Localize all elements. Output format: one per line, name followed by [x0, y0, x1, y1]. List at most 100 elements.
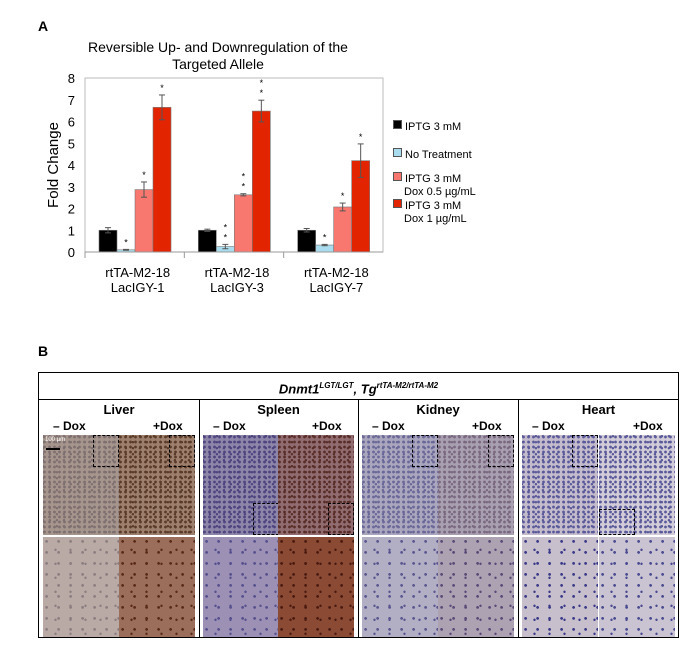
- genotype-header: Dnmt1LGT/LGT, TgrtTA-M2/rtTA-M2: [39, 373, 678, 400]
- y-axis-label: Fold Change: [45, 122, 62, 208]
- inset-box: [412, 435, 438, 467]
- y-tick-label: 6: [68, 115, 75, 130]
- x-tick-label: LacIGY-3: [210, 280, 264, 295]
- legend-entry: IPTG 3 mM Dox 0.5 µg/mL: [393, 172, 476, 199]
- bar: [134, 189, 154, 253]
- tissue-column-heart: Heart – Dox +Dox: [518, 399, 679, 637]
- zoomed-micrograph-spleen-minus-dox: [203, 537, 279, 637]
- plus-dox-label: +Dox: [153, 419, 183, 433]
- legend-entry: IPTG 3 mM Dox 1 µg/mL: [393, 199, 467, 226]
- tissue-name: Heart: [581, 402, 616, 417]
- legend-swatch: [393, 148, 402, 157]
- legend-label: IPTG 3 mM: [405, 200, 462, 212]
- legend-label: No Treatment: [405, 149, 472, 161]
- legend-label: Dox 1 µg/mL: [404, 213, 467, 225]
- legend-entry: No Treatment: [393, 148, 472, 162]
- legend-label: Dox 0.5 µg/mL: [404, 186, 476, 198]
- chart-title: Targeted Allele: [172, 56, 264, 72]
- y-tick-label: 7: [68, 93, 75, 108]
- x-tick-label: rtTA-M2-18: [105, 265, 170, 280]
- zoomed-micrograph-heart-plus-dox: [599, 537, 675, 637]
- minus-dox-label: – Dox: [213, 419, 246, 433]
- inset-box: [572, 435, 598, 467]
- tissue-name: Spleen: [257, 402, 300, 417]
- zoomed-micrograph-liver-plus-dox: [119, 537, 195, 637]
- inset-box: [253, 503, 279, 535]
- significance-star: *: [224, 232, 228, 242]
- micrograph-kidney-minus-dox: [362, 435, 438, 535]
- zoomed-micrograph-liver-minus-dox: [43, 537, 119, 637]
- zoomed-micrograph-kidney-plus-dox: [438, 537, 514, 637]
- bar: [152, 107, 172, 253]
- micrograph-spleen-plus-dox: [278, 435, 354, 535]
- significance-star: *: [341, 191, 345, 201]
- x-tick-label: LacIGY-1: [111, 280, 165, 295]
- scale-bar-label: 100 µm: [45, 437, 66, 443]
- zoomed-micrograph-spleen-plus-dox: [278, 537, 354, 637]
- inset-box: [599, 509, 635, 535]
- significance-star: *: [323, 232, 327, 242]
- significance-star: *: [260, 88, 264, 98]
- bar: [333, 206, 352, 253]
- transgene-allele: rtTA-M2/rtTA-M2: [376, 381, 439, 390]
- micrograph-heart-minus-dox: [522, 435, 598, 535]
- significance-star: *: [224, 222, 228, 232]
- inset-box: [328, 503, 354, 535]
- inset-box: [93, 435, 119, 467]
- micrograph-liver-minus-dox: 100 µm: [43, 435, 119, 535]
- minus-dox-label: – Dox: [532, 419, 565, 433]
- minus-dox-label: – Dox: [372, 419, 405, 433]
- tissue-column-spleen: Spleen – Dox +Dox: [199, 399, 359, 637]
- bar: [234, 194, 253, 253]
- panel-b-label: B: [38, 343, 49, 359]
- scale-bar: [46, 448, 60, 450]
- micrograph-liver-plus-dox: [119, 435, 195, 535]
- transgene-name: , Tg: [353, 381, 377, 397]
- tissue-name: Liver: [103, 402, 135, 417]
- zoomed-micrograph-heart-minus-dox: [522, 537, 598, 637]
- significance-star: *: [124, 237, 128, 247]
- x-tick-label: LacIGY-7: [309, 280, 363, 295]
- bar: [252, 110, 271, 253]
- bar-chart: Reversible Up- and Downregulation of the…: [45, 39, 384, 295]
- panel-a-label: A: [38, 18, 49, 34]
- y-tick-label: 8: [68, 71, 75, 86]
- plus-dox-label: +Dox: [312, 419, 342, 433]
- bar: [198, 229, 217, 253]
- y-tick-label: 4: [68, 158, 75, 173]
- legend-swatch: [393, 199, 402, 208]
- significance-star: *: [260, 78, 264, 88]
- legend-label: IPTG 3 mM: [405, 121, 462, 133]
- y-tick-label: 3: [68, 180, 75, 195]
- inset-box: [488, 435, 514, 467]
- x-tick-label: rtTA-M2-18: [304, 265, 369, 280]
- significance-star: *: [242, 172, 246, 182]
- y-tick-label: 5: [68, 136, 75, 151]
- histology-panel: Dnmt1LGT/LGT, TgrtTA-M2/rtTA-M2 Liver – …: [38, 372, 679, 638]
- significance-star: *: [160, 83, 164, 93]
- legend-swatch: [393, 172, 402, 181]
- legend-label: IPTG 3 mM: [405, 173, 462, 185]
- minus-dox-label: – Dox: [53, 419, 86, 433]
- gene-allele: LGT/LGT: [319, 381, 354, 390]
- plus-dox-label: +Dox: [633, 419, 663, 433]
- significance-star: *: [242, 182, 246, 192]
- significance-star: *: [359, 132, 363, 142]
- bar: [98, 229, 118, 253]
- y-tick-label: 1: [68, 223, 75, 238]
- y-tick-label: 0: [68, 245, 75, 260]
- tissue-column-liver: Liver – Dox +Dox 100 µm: [39, 399, 200, 637]
- y-tick-label: 2: [68, 202, 75, 217]
- tissue-name: Kidney: [416, 402, 460, 417]
- legend-swatch: [393, 120, 402, 129]
- bar: [297, 229, 316, 253]
- x-tick-label: rtTA-M2-18: [205, 265, 270, 280]
- micrograph-heart-plus-dox: [599, 435, 675, 535]
- significance-star: *: [142, 170, 146, 180]
- zoomed-micrograph-kidney-minus-dox: [362, 537, 438, 637]
- legend-entry: IPTG 3 mM: [393, 120, 461, 134]
- plus-dox-label: +Dox: [472, 419, 502, 433]
- micrograph-kidney-plus-dox: [438, 435, 514, 535]
- gene-name: Dnmt1: [278, 381, 320, 397]
